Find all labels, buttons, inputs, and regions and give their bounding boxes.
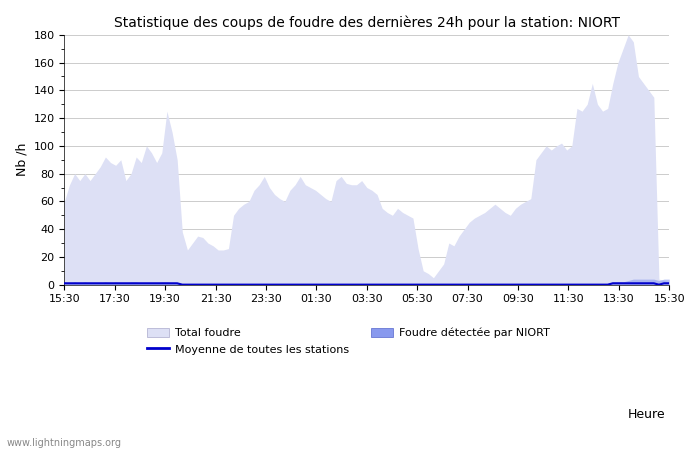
- Legend: Total foudre, Moyenne de toutes les stations, Foudre détectée par NIORT: Total foudre, Moyenne de toutes les stat…: [143, 323, 554, 359]
- Title: Statistique des coups de foudre des dernières 24h pour la station: NIORT: Statistique des coups de foudre des dern…: [114, 15, 620, 30]
- Y-axis label: Nb /h: Nb /h: [15, 143, 28, 176]
- Text: Heure: Heure: [627, 408, 665, 420]
- Text: www.lightningmaps.org: www.lightningmaps.org: [7, 438, 122, 448]
